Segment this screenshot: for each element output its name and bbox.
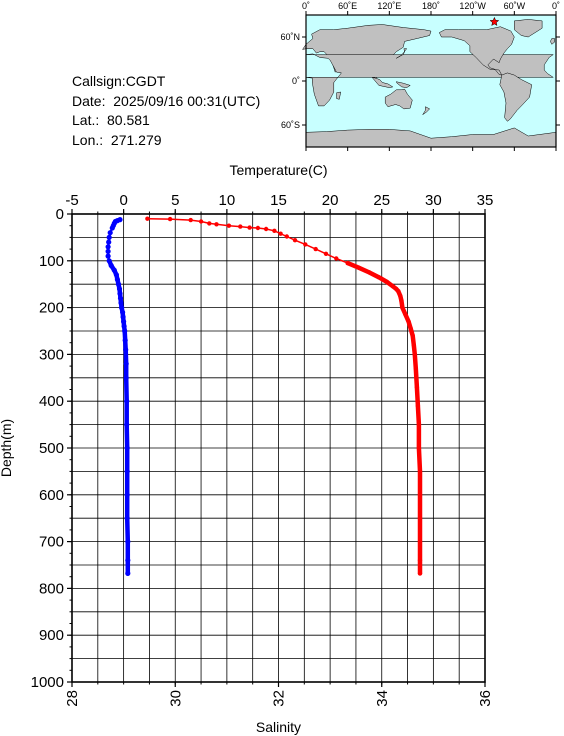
- bottom-axis-tick-label: 30: [167, 690, 184, 707]
- map-lon-label: 60˚E: [338, 1, 357, 11]
- map-landmass: [395, 81, 411, 88]
- left-axis-tick-label: 900: [39, 627, 64, 644]
- data-point: [238, 224, 243, 229]
- series-thick-line: [345, 260, 423, 576]
- data-point: [247, 225, 252, 230]
- left-axis-tick-label: 200: [39, 300, 64, 317]
- data-point: [292, 238, 298, 243]
- data-point: [255, 225, 261, 231]
- data-point: [106, 239, 112, 245]
- top-axis-tick-label: 15: [270, 192, 287, 209]
- top-axis-tick-label: 0: [119, 192, 127, 209]
- map-landmass: [336, 91, 342, 100]
- station-marker: [489, 16, 500, 27]
- left-axis-tick-label: 800: [39, 580, 64, 597]
- bottom-axis-tick-label: 32: [271, 690, 288, 707]
- bottom-axis-tick-label: 28: [64, 690, 81, 707]
- top-axis-title: Temperature(C): [229, 162, 327, 178]
- map-lon-label: 0˚: [302, 1, 310, 11]
- left-axis-tick-label: 0: [56, 206, 64, 223]
- longitude-text: Lon.: 271.279: [72, 131, 162, 148]
- top-axis-tick-label: 10: [219, 192, 236, 209]
- top-axis-tick-label: 20: [322, 192, 339, 209]
- data-point: [272, 228, 277, 233]
- data-point: [226, 223, 232, 228]
- data-point: [313, 246, 318, 252]
- station-info: Callsign:CGDT Date: 2025/09/16 00:31(UTC…: [72, 72, 260, 150]
- chart-grid: [71, 213, 486, 683]
- callsign-text: Callsign:CGDT: [72, 73, 166, 89]
- top-axis-tick-label: 25: [373, 192, 390, 209]
- map-landmass: [550, 38, 555, 45]
- data-point: [105, 253, 111, 259]
- date-text: Date: 2025/09/16 00:31(UTC): [72, 92, 261, 109]
- data-point: [106, 234, 112, 240]
- data-point: [284, 234, 289, 239]
- latitude-text: Lat.: 80.581: [72, 112, 150, 128]
- map-landmass: [438, 26, 515, 76]
- data-point: [263, 226, 269, 232]
- bottom-axis-title: Salinity: [256, 719, 301, 735]
- map-landmass: [371, 76, 394, 88]
- map-landmass: [384, 88, 413, 110]
- map-lon-label: 60˚W: [504, 1, 526, 11]
- map-lat-label: 0˚: [292, 76, 300, 86]
- data-point: [323, 251, 329, 256]
- top-axis-tick-label: 35: [477, 192, 494, 209]
- left-axis-title: Depth(m): [0, 419, 14, 477]
- data-point: [207, 221, 212, 226]
- left-axis-tick-label: 600: [39, 487, 64, 504]
- left-axis-tick-label: 100: [39, 253, 64, 270]
- map-landmass: [422, 106, 431, 115]
- data-point: [303, 242, 308, 247]
- data-point: [198, 219, 204, 224]
- data-point: [334, 256, 339, 261]
- chart-series: [105, 216, 423, 577]
- top-axis-tick-label: 5: [171, 192, 179, 209]
- map-lon-label: 0˚: [552, 1, 560, 11]
- map-lat-label: 60˚S: [281, 120, 300, 130]
- map-lon-label: 120˚W: [459, 1, 486, 11]
- left-axis-tick-label: 300: [39, 346, 64, 363]
- bottom-axis-tick-label: 36: [477, 690, 494, 707]
- data-point: [107, 230, 113, 236]
- data-point: [105, 248, 111, 254]
- left-axis-tick-label: 700: [39, 534, 64, 551]
- data-point: [167, 216, 173, 222]
- series-thick-line: [106, 258, 131, 576]
- series-line-temperature-c-: [147, 217, 421, 574]
- data-point: [105, 244, 111, 250]
- map-lon-label: 180˚: [422, 1, 440, 11]
- left-axis-tick-label: 500: [39, 440, 64, 457]
- top-axis-tick-label: -5: [65, 192, 78, 209]
- map-landmass: [499, 72, 532, 122]
- map-lon-label: 120˚E: [377, 1, 401, 11]
- data-point: [214, 222, 219, 227]
- data-point: [145, 216, 150, 221]
- map-lat-label: 60˚N: [280, 32, 300, 42]
- left-axis-tick-label: 1000: [31, 674, 64, 691]
- map-landmass: [514, 19, 543, 38]
- data-point: [188, 217, 193, 223]
- left-axis-tick-label: 400: [39, 393, 64, 410]
- data-point: [109, 225, 115, 231]
- bottom-axis-tick-label: 34: [374, 690, 391, 707]
- map-landmass: [396, 48, 408, 59]
- data-point: [278, 231, 283, 236]
- top-axis-tick-label: 30: [425, 192, 442, 209]
- map-landmass: [305, 53, 555, 107]
